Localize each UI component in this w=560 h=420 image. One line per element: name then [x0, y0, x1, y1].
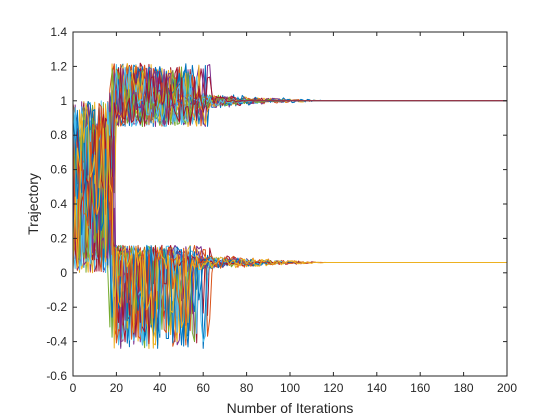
x-tick-label: 60 [197, 381, 211, 395]
y-tick-label: 0.2 [50, 231, 67, 245]
y-tick-label: -0.4 [46, 335, 67, 349]
x-tick-label: 80 [240, 381, 254, 395]
x-tick-label: 160 [410, 381, 430, 395]
trajectory-line [73, 103, 507, 349]
y-axis-label: Trajectory [25, 173, 41, 235]
x-tick-label: 200 [497, 381, 517, 395]
y-tick-label: 1.2 [50, 59, 67, 73]
y-tick-label: -0.6 [46, 369, 67, 383]
trajectory-line [73, 67, 507, 266]
y-tick-label: 0.8 [50, 128, 67, 142]
x-tick-label: 0 [70, 381, 77, 395]
x-axis-label: Number of Iterations [227, 400, 354, 416]
x-tick-label: 140 [367, 381, 387, 395]
y-tick-label: 1 [60, 94, 67, 108]
x-tick-label: 100 [280, 381, 300, 395]
x-tick-label: 180 [454, 381, 474, 395]
y-tick-label: 1.4 [50, 25, 67, 39]
axes-box [72, 31, 508, 377]
x-tick-label: 120 [323, 381, 343, 395]
x-tick-label: 40 [153, 381, 167, 395]
y-tick-label: 0 [60, 266, 67, 280]
x-tick-label: 20 [110, 381, 124, 395]
axis-ticks: 0 20 40 60 80 100 120 140 160 180 200 -0.6 -0.4 -0.2 0… [46, 25, 517, 395]
y-tick-label: 0.4 [50, 197, 67, 211]
trajectory-lines [73, 62, 507, 349]
y-tick-label: 0.6 [50, 163, 67, 177]
y-tick-label: -0.2 [46, 300, 67, 314]
